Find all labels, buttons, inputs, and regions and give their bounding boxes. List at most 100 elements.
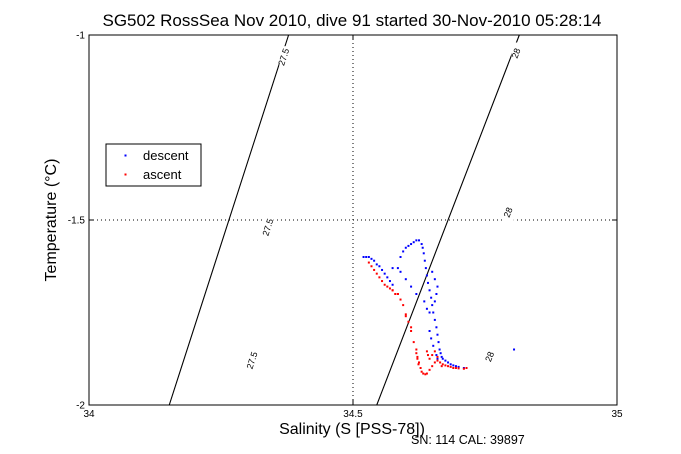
x-tick-label: 35 xyxy=(611,409,623,420)
serial-cal-footer: SN: 114 CAL: 39897 xyxy=(411,433,525,447)
ascent-point xyxy=(367,261,370,264)
descent-point xyxy=(431,304,434,307)
ascent-point xyxy=(433,350,436,353)
ascent-point xyxy=(418,361,420,364)
descent-point xyxy=(402,250,405,253)
ascent-point xyxy=(440,365,443,368)
descent-point xyxy=(435,354,438,357)
y-tick-label: -1.5 xyxy=(68,216,86,227)
ascent-point xyxy=(436,359,439,362)
ascent-point xyxy=(419,367,422,369)
descent-point xyxy=(415,293,418,295)
descent-point xyxy=(407,244,410,247)
descent-point xyxy=(378,265,381,268)
descent-point xyxy=(415,239,418,242)
descent-point xyxy=(423,259,426,262)
descent-point xyxy=(381,268,384,271)
ascent-point xyxy=(425,350,428,353)
descent-point xyxy=(432,311,435,314)
descent-point xyxy=(373,259,376,262)
y-tick-label: -2 xyxy=(76,401,85,412)
descent-point xyxy=(418,239,420,242)
legend-marker-descent xyxy=(124,154,127,157)
ascent-point xyxy=(375,272,378,275)
ascent-point xyxy=(433,361,436,364)
ascent-point xyxy=(416,355,419,358)
descent-point xyxy=(432,344,435,347)
descent-point xyxy=(436,333,439,336)
descent-point xyxy=(428,289,431,292)
descent-point xyxy=(452,364,455,367)
descent-point xyxy=(513,348,516,351)
descent-point xyxy=(420,243,423,246)
descent-point xyxy=(404,278,407,281)
ascent-point xyxy=(394,293,397,295)
descent-point xyxy=(449,363,452,366)
axis-ticks: 34 34.5 35 -1 -1.5 -2 xyxy=(68,31,623,421)
ascent-point xyxy=(465,367,468,369)
ascent-point xyxy=(416,357,419,360)
ascent-point xyxy=(415,352,418,355)
ascent-point xyxy=(454,367,457,369)
contour-label-28: 28 xyxy=(483,350,496,363)
ascent-point xyxy=(431,354,434,357)
descent-point xyxy=(428,330,431,332)
ascent-point xyxy=(381,280,384,283)
descent-point xyxy=(367,256,370,258)
ascent-point xyxy=(383,283,386,286)
ascent-point xyxy=(378,276,381,279)
legend-label-descent: descent xyxy=(143,148,189,163)
descent-point xyxy=(388,280,391,283)
legend-box xyxy=(105,143,202,187)
ascent-point xyxy=(404,315,407,318)
grid-lines xyxy=(89,35,617,405)
density-contour-27.5 xyxy=(168,34,290,406)
descent-point xyxy=(436,357,439,360)
descent-point xyxy=(433,300,436,303)
ascent-point xyxy=(447,365,450,368)
descent-point xyxy=(438,348,441,351)
ascent-point xyxy=(370,265,373,268)
descent-point xyxy=(399,270,402,273)
contour-label-bg xyxy=(279,46,290,69)
descent-point xyxy=(410,285,413,288)
ascent-point xyxy=(396,293,399,295)
descent-point xyxy=(391,267,394,270)
descent-point xyxy=(410,243,413,246)
ascent-point xyxy=(424,373,427,376)
descent-point xyxy=(457,365,460,368)
ascent-point xyxy=(452,367,455,369)
ascent-point xyxy=(425,372,428,375)
ascent-point xyxy=(402,304,405,307)
ascent-point xyxy=(415,348,418,351)
descent-point xyxy=(386,276,389,279)
contour-label-bg xyxy=(511,42,522,65)
descent-point xyxy=(404,246,407,249)
ascent-point xyxy=(410,326,413,329)
descent-point xyxy=(375,263,378,266)
y-tick-label: -1 xyxy=(76,31,85,42)
descent-point xyxy=(424,267,427,270)
descent-point xyxy=(440,355,443,358)
ascent-point xyxy=(373,268,376,271)
ascent-point xyxy=(457,367,460,370)
descent-point xyxy=(412,241,415,244)
data-points xyxy=(362,239,516,376)
ascent-point xyxy=(399,298,402,301)
ascent-point xyxy=(420,370,423,373)
descent-point xyxy=(383,272,386,275)
descent-point xyxy=(431,270,434,273)
ascent-point xyxy=(428,368,431,371)
descent-point xyxy=(430,337,433,340)
ascent-point xyxy=(404,313,407,316)
x-axis-label: Salinity (S [PSS-78]) xyxy=(279,421,425,438)
descent-point xyxy=(421,246,424,249)
ascent-point xyxy=(422,372,425,375)
descent-point xyxy=(447,361,450,364)
descent-point xyxy=(428,311,431,314)
contour-label-bg xyxy=(263,216,274,239)
contour-label-bg xyxy=(503,201,514,224)
